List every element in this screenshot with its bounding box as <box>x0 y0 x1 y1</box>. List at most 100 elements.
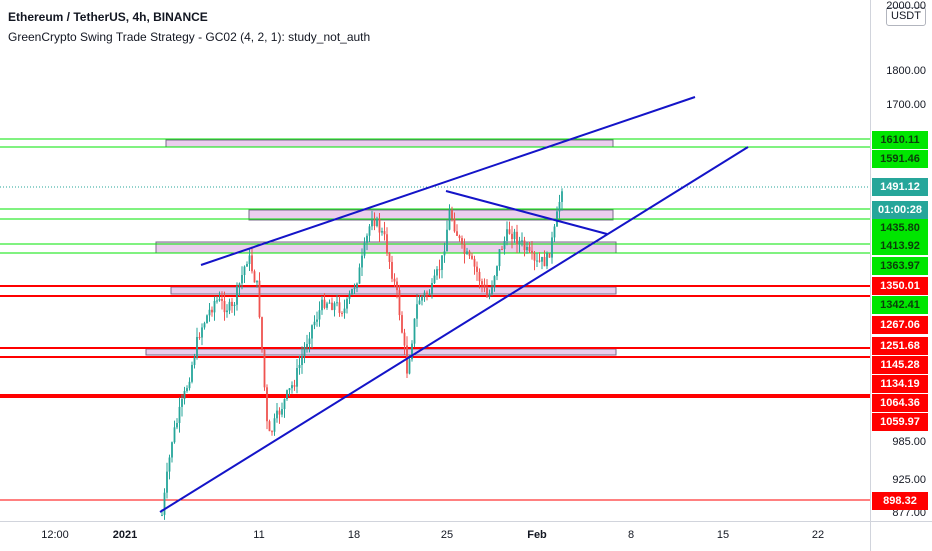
candle-body <box>371 220 373 227</box>
candle-body <box>186 388 188 392</box>
candle-body <box>388 253 391 262</box>
candle-body <box>533 253 536 261</box>
chart-title: Ethereum / TetherUS, 4h, BINANCE <box>8 10 208 24</box>
candle-body <box>363 242 366 256</box>
candle-body <box>501 249 503 251</box>
time-scale-label: 8 <box>627 529 635 541</box>
last-price-tag: 1491.12 <box>872 178 928 196</box>
candle-body <box>423 292 426 297</box>
candle-body <box>551 237 553 258</box>
time-axis[interactable] <box>0 521 870 551</box>
candle-body <box>416 304 418 319</box>
candle-body <box>286 390 288 400</box>
supply-demand-zone <box>145 348 617 356</box>
candle-body <box>413 318 416 344</box>
candle-body <box>241 275 243 284</box>
candle-body <box>248 255 251 264</box>
candle-body <box>326 303 328 308</box>
price-tag: 1134.19 <box>872 375 928 393</box>
candle-body <box>311 325 313 339</box>
candle-body <box>288 388 291 391</box>
candle-body <box>261 317 263 350</box>
candle-body <box>558 201 561 212</box>
candle-body <box>426 292 428 295</box>
candle-body <box>218 298 221 301</box>
supply-demand-zone <box>165 139 614 148</box>
price-tag: 1363.97 <box>872 257 928 275</box>
candle-body <box>331 302 333 310</box>
candle-body <box>531 250 533 254</box>
candle-body <box>553 226 556 238</box>
candle-body <box>386 234 388 254</box>
candle-body <box>303 347 306 357</box>
time-scale-label: 15 <box>716 529 730 541</box>
candle-body <box>166 471 168 493</box>
candle-body <box>428 294 431 296</box>
candle-body <box>463 243 466 255</box>
price-tag: 1145.28 <box>872 356 928 374</box>
candle-body <box>543 256 546 267</box>
candle-body <box>238 283 241 286</box>
candle-body <box>498 249 501 267</box>
price-scale-label: 985.00 <box>892 436 926 448</box>
candle-body <box>213 300 216 313</box>
candle-body <box>468 251 471 256</box>
candle-body <box>251 255 253 272</box>
trendline <box>200 96 696 266</box>
candle-body <box>193 357 196 365</box>
candle-body <box>178 406 181 423</box>
candle-body <box>273 418 276 432</box>
time-scale-label: 11 <box>253 529 265 541</box>
candle-body <box>393 278 396 282</box>
candle-body <box>188 381 191 389</box>
candle-body <box>538 260 541 262</box>
candle-body <box>438 269 441 271</box>
candle-body <box>518 240 521 245</box>
candle-body <box>231 301 233 307</box>
candle-body <box>328 302 331 304</box>
price-tag: 1610.11 <box>872 131 928 149</box>
candle-body <box>191 364 193 382</box>
candle-body <box>456 231 458 236</box>
price-chart[interactable] <box>0 0 870 521</box>
candle-body <box>366 235 368 243</box>
candle-body <box>266 387 268 422</box>
candle-body <box>201 327 203 338</box>
candle-body <box>496 266 498 277</box>
time-scale-label: Feb <box>527 529 547 541</box>
time-scale-label: 25 <box>440 529 454 541</box>
candle-body <box>471 255 473 259</box>
indicator-legend[interactable]: GreenCrypto Swing Trade Strategy - GC02 … <box>8 30 371 44</box>
candle-body <box>503 240 506 250</box>
price-tag: 1059.97 <box>872 413 928 431</box>
price-tag: 1064.36 <box>872 394 928 412</box>
candle-body <box>398 290 401 316</box>
candle-body <box>536 260 538 262</box>
chart-area[interactable]: Ethereum / TetherUS, 4h, BINANCE GreenCr… <box>0 0 870 521</box>
candle-body <box>361 255 363 268</box>
candle-body <box>233 304 236 307</box>
candle-body <box>483 284 486 288</box>
candle-body <box>301 356 303 365</box>
candle-body <box>431 283 433 295</box>
candle-body <box>546 253 548 267</box>
candle-body <box>511 233 513 240</box>
candle-body <box>256 280 258 283</box>
candle-body <box>451 210 453 219</box>
candle-body <box>278 410 281 415</box>
candle-body <box>221 298 223 301</box>
candle-body <box>443 251 446 256</box>
candle-body <box>171 442 173 458</box>
candle-body <box>481 281 483 285</box>
price-tag: 1350.01 <box>872 277 928 295</box>
candle-body <box>473 258 476 267</box>
price-tag: 1251.68 <box>872 337 928 355</box>
candle-body <box>541 256 543 262</box>
candle-body <box>458 235 461 239</box>
candle-body <box>373 220 376 227</box>
currency-button[interactable]: USDT <box>886 7 926 26</box>
candle-body <box>236 285 238 305</box>
candle-body <box>323 299 326 308</box>
candle-body <box>206 315 208 324</box>
candle-body <box>411 343 413 360</box>
